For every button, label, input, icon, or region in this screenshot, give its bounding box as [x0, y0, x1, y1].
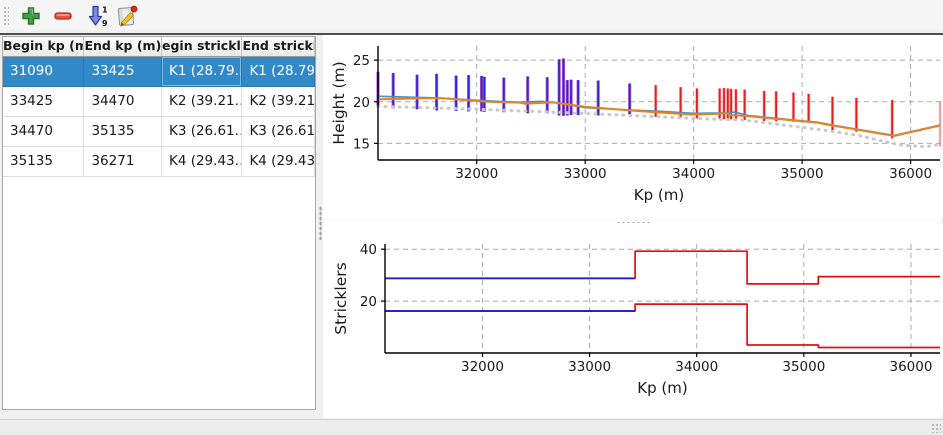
table-cell[interactable]: 34470	[3, 117, 85, 147]
table-cell[interactable]: K3 (26.61…	[242, 117, 315, 147]
toolbar: 1 9	[0, 0, 943, 30]
splitter-grip-icon	[319, 206, 322, 240]
vertical-splitter[interactable]	[318, 36, 323, 410]
svg-text:25: 25	[353, 53, 370, 69]
svg-text:35000: 35000	[781, 166, 824, 182]
svg-text:40: 40	[360, 242, 377, 258]
svg-text:36000: 36000	[889, 166, 932, 182]
table-cell[interactable]: 35135	[3, 147, 85, 177]
svg-text:34000: 34000	[675, 359, 718, 375]
toolbar-drag-handle[interactable]	[3, 6, 9, 26]
svg-text:20: 20	[353, 95, 370, 111]
table-cell[interactable]: K3 (26.61…	[161, 117, 243, 147]
remove-row-button[interactable]	[50, 3, 76, 29]
splitter-grip-icon	[616, 221, 650, 224]
svg-text:35000: 35000	[782, 359, 825, 375]
header-cell[interactable]: End kp (m)	[84, 37, 162, 56]
table-cell[interactable]: K2 (39.21…	[161, 87, 243, 117]
table-cell[interactable]: K4 (29.43…	[161, 147, 243, 177]
table-cell[interactable]: K4 (29.43…	[242, 147, 315, 177]
table-cell[interactable]: K1 (28.79…	[161, 57, 243, 87]
edit-pencil-icon	[118, 5, 138, 27]
svg-text:34000: 34000	[672, 166, 715, 182]
table-cell[interactable]: K2 (39.21…	[242, 87, 315, 117]
svg-text:36000: 36000	[889, 359, 932, 375]
svg-text:33000: 33000	[568, 359, 611, 375]
table-cell[interactable]: 33425	[3, 87, 85, 117]
svg-text:32000: 32000	[461, 359, 504, 375]
header-cell[interactable]: egin strickle	[162, 37, 243, 56]
header-cell[interactable]: End strickler	[242, 37, 315, 56]
table-cell[interactable]: K1 (28.79…	[242, 57, 315, 87]
svg-text:15: 15	[353, 136, 370, 152]
svg-text:Kp (m): Kp (m)	[634, 186, 684, 204]
horizontal-splitter[interactable]	[323, 219, 941, 225]
table-cell[interactable]: 31090	[3, 57, 85, 87]
add-row-button[interactable]	[18, 3, 44, 29]
minus-icon	[54, 12, 72, 20]
table-cell[interactable]: 34470	[84, 87, 162, 117]
status-bar	[0, 419, 943, 435]
toolbar-separator	[0, 33, 943, 35]
sort-numeric-icon: 1 9	[88, 6, 108, 28]
plus-icon	[22, 7, 40, 25]
header-cell[interactable]: Begin kp (m)	[3, 37, 85, 56]
height-profile-chart: 32000 33000 34000 35000 36000 15 20 25 Kp (m) Hei…	[323, 36, 943, 218]
resize-grip[interactable]	[931, 423, 941, 433]
svg-text:32000: 32000	[455, 166, 498, 182]
svg-text:1: 1	[102, 6, 108, 15]
svg-text:9: 9	[102, 19, 108, 28]
table-cell[interactable]: 33425	[84, 57, 162, 87]
stricklers-chart: 32000 33000 34000 35000 36000 20 40 Kp (m) Stric…	[323, 224, 943, 414]
svg-text:Kp (m): Kp (m)	[637, 379, 687, 397]
edit-button[interactable]	[114, 3, 140, 29]
svg-text:33000: 33000	[564, 166, 607, 182]
table-cell[interactable]: 35135	[84, 117, 162, 147]
sort-rows-button[interactable]: 1 9	[84, 3, 110, 29]
svg-text:Stricklers: Stricklers	[332, 262, 350, 334]
svg-text:20: 20	[360, 294, 377, 310]
table-cell[interactable]: 36271	[84, 147, 162, 177]
svg-text:Height (m): Height (m)	[330, 61, 348, 144]
